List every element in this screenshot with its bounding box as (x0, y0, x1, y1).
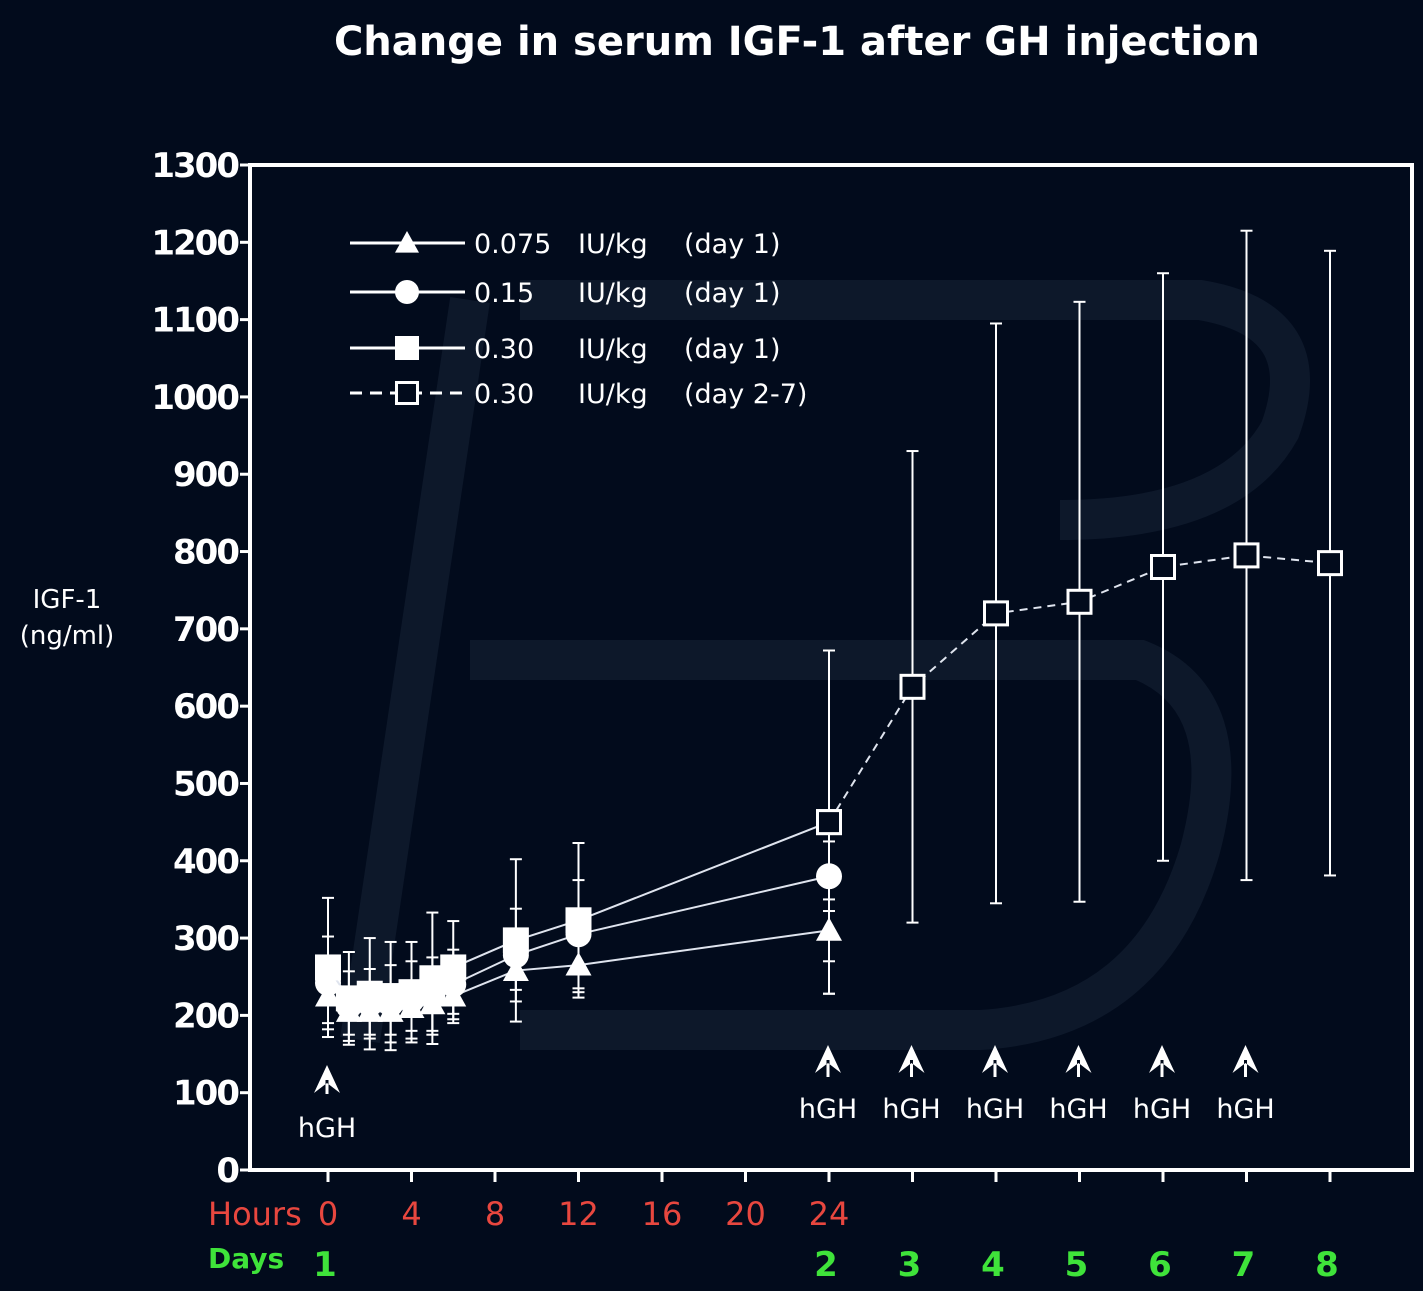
hour-tick-label: 20 (725, 1195, 766, 1233)
arrow-up-icon (314, 1065, 340, 1094)
open-square-marker (1066, 588, 1093, 615)
series-3 (816, 229, 1343, 995)
legend-unit: IU/kg (578, 334, 648, 365)
day-tick-label: 6 (1148, 1245, 1172, 1285)
hgh-label: hGH (1049, 1094, 1107, 1125)
y-tick-label: 900 (173, 455, 239, 495)
hgh-label: hGH (1216, 1094, 1274, 1125)
circle-marker (395, 280, 419, 304)
y-axis-label-line2: (ng/ml) (20, 621, 115, 651)
open-square-marker (1150, 554, 1176, 580)
day-tick-label: 1 (313, 1245, 337, 1285)
legend-unit: IU/kg (578, 379, 648, 410)
open-square-marker (1233, 542, 1260, 569)
day-tick-label: 5 (1065, 1245, 1089, 1285)
day-tick-label: 8 (1315, 1245, 1339, 1285)
square-marker (395, 336, 419, 360)
y-tick-label: 1100 (151, 301, 239, 341)
y-tick-label: 200 (173, 996, 239, 1036)
day-tick-label: 7 (1232, 1245, 1256, 1285)
day-tick-label: 3 (898, 1245, 922, 1285)
chart-title: Change in serum IGF-1 after GH injection (334, 19, 1260, 65)
hgh-label: hGH (1133, 1094, 1191, 1125)
open-square-marker (395, 381, 419, 405)
legend-dose: 0.30 (474, 334, 534, 365)
open-square-marker (983, 600, 1009, 627)
arrow-up-icon (1149, 1045, 1175, 1077)
hour-tick-label: 16 (642, 1195, 683, 1233)
y-tick-label: 0 (216, 1151, 239, 1191)
hour-tick-label: 12 (558, 1195, 599, 1233)
hour-tick-label: 0 (318, 1195, 338, 1233)
arrow-up-icon (815, 1045, 841, 1077)
hours-axis-label: Hours (208, 1195, 302, 1233)
square-marker (565, 907, 592, 934)
triangle-marker (395, 231, 419, 253)
watermark-logo (340, 280, 1310, 1050)
square-marker (315, 954, 341, 981)
hour-tick-label: 8 (485, 1195, 505, 1233)
legend-dose: 0.075 (474, 229, 551, 260)
y-tick-label: 400 (173, 842, 239, 882)
open-square-marker (816, 809, 842, 836)
legend-dose: 0.15 (474, 278, 534, 309)
y-tick-label: 1000 (151, 378, 239, 418)
y-tick-label: 500 (173, 764, 239, 804)
y-tick-label: 700 (173, 610, 239, 650)
square-marker (502, 927, 529, 954)
hour-tick-label: 4 (401, 1195, 421, 1233)
y-tick-label: 300 (173, 919, 239, 959)
arrow-up-icon (982, 1045, 1008, 1077)
legend-period: (day 1) (684, 278, 781, 309)
legend-dose: 0.30 (474, 379, 534, 410)
day-tick-label: 2 (814, 1245, 838, 1285)
hgh-label: hGH (799, 1094, 857, 1125)
legend-unit: IU/kg (578, 229, 648, 260)
y-axis-label-line1: IGF-1 (33, 585, 102, 615)
plot-frame (248, 163, 1414, 1172)
day-tick-label: 4 (981, 1245, 1005, 1285)
legend-period: (day 2-7) (684, 379, 807, 410)
hour-tick-label: 24 (809, 1195, 850, 1233)
arrow-up-icon (898, 1045, 925, 1077)
hgh-label: hGH (298, 1113, 356, 1144)
y-tick-label: 100 (173, 1074, 239, 1114)
square-marker (440, 954, 467, 981)
days-axis-label: Days (208, 1242, 284, 1275)
arrow-up-icon (1065, 1045, 1092, 1077)
legend-period: (day 1) (684, 229, 781, 260)
hgh-label: hGH (966, 1094, 1024, 1125)
y-tick-label: 1200 (151, 223, 239, 263)
y-tick-label: 600 (173, 687, 239, 727)
legend-unit: IU/kg (578, 278, 648, 309)
open-square-marker (899, 673, 926, 700)
arrow-up-icon (1232, 1045, 1259, 1077)
open-square-marker (1317, 550, 1343, 577)
legend-period: (day 1) (684, 334, 781, 365)
y-tick-label: 800 (173, 533, 239, 573)
y-tick-label: 1300 (151, 146, 239, 186)
hgh-label: hGH (882, 1094, 940, 1125)
